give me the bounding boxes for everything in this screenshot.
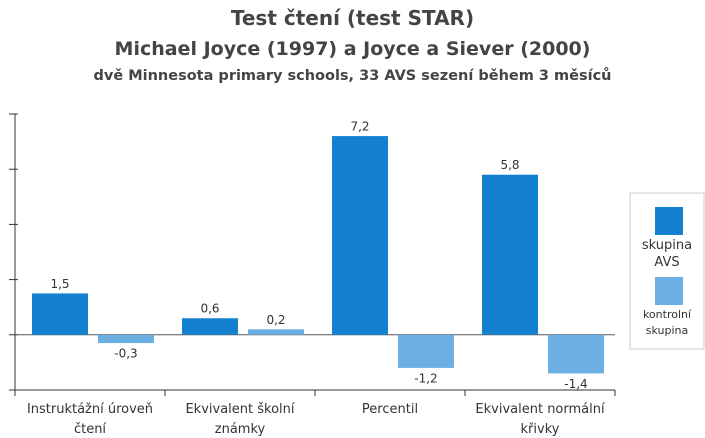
bar bbox=[482, 174, 538, 335]
x-tick-label: Instruktážní úroveň čtení bbox=[26, 402, 154, 437]
x-tick-label: Percentil bbox=[361, 402, 419, 417]
bar bbox=[98, 334, 154, 344]
data-label: -1,2 bbox=[414, 371, 437, 385]
data-label: 0,6 bbox=[200, 302, 219, 316]
bar bbox=[548, 334, 604, 374]
bar bbox=[398, 334, 454, 368]
data-label: -0,3 bbox=[114, 347, 137, 361]
data-label: 0,2 bbox=[266, 313, 285, 327]
x-tick-label: Ekvivalent školní známky bbox=[185, 402, 295, 437]
data-label: 5,8 bbox=[500, 158, 519, 172]
data-label: -1,4 bbox=[564, 377, 587, 391]
bar bbox=[248, 329, 304, 335]
bar bbox=[332, 136, 388, 335]
data-label: 7,2 bbox=[350, 120, 369, 134]
chart-subtitle: Michael Joyce (1997) a Joyce a Siever (2… bbox=[114, 38, 591, 60]
bar bbox=[182, 318, 238, 335]
legend-label: kontrolní skupina bbox=[642, 308, 692, 337]
legend-swatch bbox=[655, 277, 683, 305]
chart-title: Test čtení (test STAR) bbox=[230, 6, 475, 30]
bar bbox=[32, 293, 88, 335]
x-tick-label: Ekvivalent normální křivky bbox=[475, 402, 605, 437]
data-label: 1,5 bbox=[50, 277, 69, 291]
chart-subtitle: dvě Minnesota primary schools, 33 AVS se… bbox=[93, 68, 612, 84]
legend-label: skupina AVS bbox=[641, 238, 693, 270]
legend-swatch bbox=[655, 207, 683, 235]
